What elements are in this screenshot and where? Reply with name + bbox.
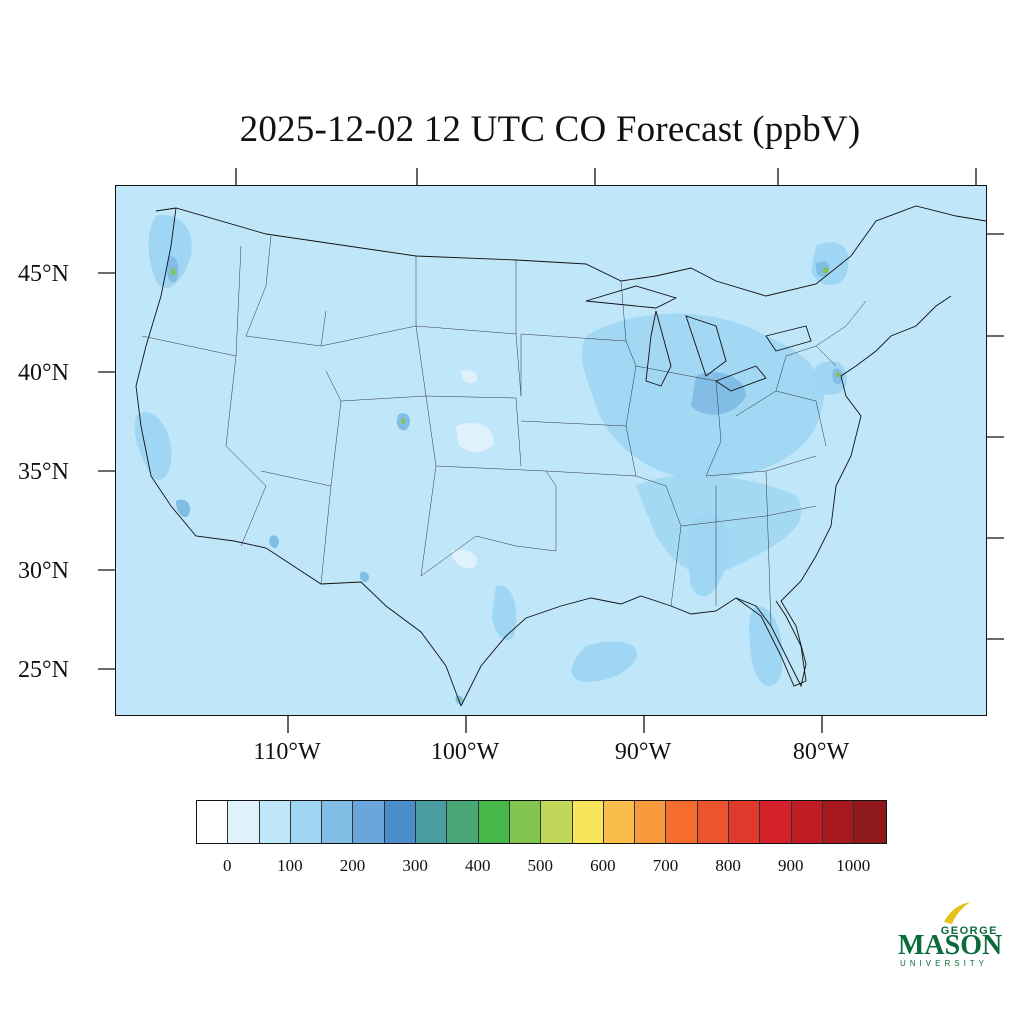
lon-label-90w: 90°W <box>614 739 672 765</box>
lat-label-40n: 40°N <box>18 360 69 386</box>
colorbar-tick-label: 300 <box>402 856 428 875</box>
lon-label-80w: 80°W <box>792 739 850 765</box>
colorbar-swatch <box>854 801 886 843</box>
lat-label-35n: 35°N <box>18 459 69 485</box>
colorbar-swatch <box>729 801 761 843</box>
colorbar-swatch <box>541 801 573 843</box>
colorbar-tick-label: 800 <box>715 856 741 875</box>
colorbar-swatch <box>228 801 260 843</box>
co-concentration-field <box>134 215 849 705</box>
colorbar-swatch <box>197 801 229 843</box>
map-title: 2025-12-02 12 UTC CO Forecast (ppbV) <box>239 109 861 150</box>
colorbar-swatch <box>635 801 667 843</box>
colorbar-swatch <box>572 801 604 843</box>
colorbar-swatch <box>322 801 354 843</box>
lon-label-110w: 110°W <box>253 739 321 765</box>
colorbar-swatch <box>603 801 636 843</box>
colorbar-tick-label: 200 <box>339 856 366 875</box>
colorbar-swatch <box>760 801 792 843</box>
svg-text:UNIVERSITY: UNIVERSITY <box>900 959 988 968</box>
colorbar <box>196 800 887 844</box>
colorbar-swatch <box>509 801 542 843</box>
colorbar-swatch <box>697 801 730 843</box>
colorbar-swatch <box>290 801 323 843</box>
contiguous-us-map <box>134 205 986 707</box>
colorbar-tick-label: 700 <box>652 856 679 875</box>
colorbar-swatch <box>791 801 823 843</box>
colorbar-swatch <box>384 801 417 843</box>
colorbar-tick-label: 500 <box>527 856 554 875</box>
colorbar-swatch <box>447 801 479 843</box>
svg-text:MASON: MASON <box>898 930 1002 961</box>
lon-label-100w: 100°W <box>430 739 500 765</box>
coastlines <box>135 205 986 707</box>
colorbar-tick-label: 400 <box>464 856 491 875</box>
colorbar-tick-label: 0 <box>223 856 232 875</box>
co-forecast-map <box>115 185 987 716</box>
colorbar-tick-label: 1000 <box>836 856 871 875</box>
colorbar-tick-label: 100 <box>277 856 303 875</box>
colorbar-swatch <box>478 801 510 843</box>
state-borders <box>141 235 867 627</box>
colorbar-swatch <box>416 801 448 843</box>
svg-text:GEORGE: GEORGE <box>941 925 998 937</box>
colorbar-swatch <box>822 801 855 843</box>
colorbar-swatch <box>353 801 385 843</box>
colorbar-tick-label: 900 <box>777 856 804 875</box>
lat-label-30n: 30°N <box>18 558 69 584</box>
lat-label-25n: 25°N <box>18 657 69 683</box>
colorbar-tick-label: 600 <box>590 856 616 875</box>
colorbar-swatch <box>259 801 291 843</box>
colorbar-swatch <box>666 801 698 843</box>
george-mason-logo: GEORGE MASON UNIVERSITY <box>898 902 1002 968</box>
lat-label-45n: 45°N <box>18 261 69 287</box>
